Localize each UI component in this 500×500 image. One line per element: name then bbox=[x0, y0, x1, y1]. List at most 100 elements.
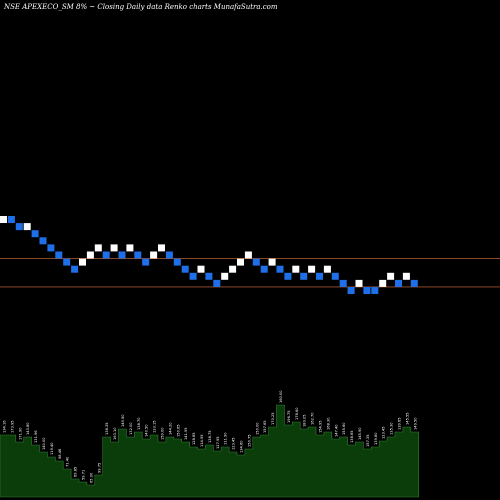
volume-label: 154.95 bbox=[318, 420, 322, 433]
renko-brick-down bbox=[102, 251, 110, 259]
renko-brick-down bbox=[363, 287, 371, 294]
volume-label: 114.95 bbox=[200, 434, 204, 447]
volume-label: 123.45 bbox=[232, 437, 236, 450]
volume-label: 135.30 bbox=[390, 422, 394, 435]
volume-label: 159.00 bbox=[160, 427, 164, 440]
volume-label: 141.95 bbox=[184, 427, 188, 440]
volume-label: 139.80 bbox=[374, 432, 378, 445]
volume-label: 173.95 bbox=[10, 420, 14, 433]
volume-label: 134.16 bbox=[2, 420, 6, 433]
renko-brick-up bbox=[379, 279, 387, 287]
volume-label: 147.40 bbox=[334, 424, 338, 437]
renko-brick-up bbox=[94, 244, 102, 252]
volume-label: 140.50 bbox=[145, 424, 149, 437]
renko-brick-up bbox=[355, 279, 363, 287]
renko-brick-down bbox=[213, 279, 221, 287]
volume-label: 150.65 bbox=[176, 424, 180, 437]
renko-brick-down bbox=[173, 258, 181, 266]
renko-brick-down bbox=[316, 272, 323, 280]
renko-brick-down bbox=[63, 258, 71, 266]
renko-brick-down bbox=[118, 251, 126, 259]
renko-brick-down bbox=[331, 272, 339, 280]
renko-brick-down bbox=[15, 223, 23, 231]
volume-label: 178.60 bbox=[295, 407, 299, 420]
volume-label: 71.40 bbox=[66, 456, 70, 467]
volume-label: 134.60 bbox=[239, 440, 243, 453]
volume-label: 69.85 bbox=[74, 467, 78, 477]
volume-label: 138.70 bbox=[137, 417, 141, 430]
renko-brick-up bbox=[244, 251, 252, 259]
volume-label: 171.90 bbox=[18, 427, 22, 440]
renko-brick-up bbox=[126, 244, 134, 252]
volume-label: 170.25 bbox=[271, 412, 275, 425]
renko-brick-up bbox=[150, 251, 158, 259]
renko-brick-down bbox=[7, 216, 15, 223]
volume-label: 119.40 bbox=[50, 442, 54, 455]
renko-brick-up bbox=[323, 265, 331, 273]
volume-label: 160.00 bbox=[279, 390, 283, 403]
volume-area bbox=[0, 404, 419, 498]
chart-title: NSE APEXECO_SM 8% ~ Closing Daily data R… bbox=[4, 3, 278, 11]
renko-brick-up bbox=[292, 265, 300, 273]
renko-brick-down bbox=[347, 287, 355, 294]
volume-label: 162.70 bbox=[311, 412, 315, 425]
renko-brick-up bbox=[221, 272, 229, 280]
volume-label: 140.00 bbox=[42, 437, 46, 450]
renko-brick-up bbox=[387, 272, 395, 280]
volume-label: 123.45 bbox=[382, 426, 386, 439]
volume-label: 127.95 bbox=[216, 436, 220, 449]
renko-brick-down bbox=[47, 244, 55, 252]
volume-label: 149.50 bbox=[121, 414, 125, 427]
renko-brick-down bbox=[284, 272, 292, 280]
renko-brick-down bbox=[181, 265, 189, 273]
volume-label: 132.00 bbox=[129, 422, 133, 435]
renko-brick-up bbox=[79, 258, 86, 266]
renko-brick-down bbox=[71, 265, 79, 273]
renko-brick-up bbox=[402, 272, 410, 280]
renko-brick-up bbox=[308, 265, 316, 273]
renko-brick-down bbox=[339, 279, 347, 287]
volume-label: 168.30 bbox=[326, 417, 330, 430]
volume-label: 145.90 bbox=[358, 427, 362, 440]
renko-brick-down bbox=[276, 265, 284, 273]
volume-label: 163.10 bbox=[113, 427, 117, 440]
volume-label: 138.35 bbox=[105, 422, 109, 435]
renko-brick-down bbox=[39, 237, 47, 245]
volume-label: 157.35 bbox=[366, 434, 370, 447]
volume-label: 145.55 bbox=[405, 412, 409, 425]
volume-label: 144.20 bbox=[168, 422, 172, 435]
volume-label: 59.71 bbox=[81, 470, 85, 480]
volume-label: 155.60 bbox=[342, 422, 346, 435]
renko-brick-up bbox=[237, 258, 244, 266]
renko-brick-up bbox=[197, 265, 205, 273]
renko-brick-down bbox=[260, 265, 268, 273]
volume-label: 150.00 bbox=[255, 422, 259, 435]
volume-label: 183.05 bbox=[303, 414, 307, 427]
renko-brick-down bbox=[395, 279, 402, 287]
volume-label: 149.50 bbox=[413, 417, 417, 430]
renko-brick-down bbox=[300, 272, 308, 280]
volume-label: 157.65 bbox=[263, 420, 267, 433]
renko-brick-up bbox=[158, 244, 165, 252]
volume-label: 138.75 bbox=[208, 430, 212, 443]
renko-brick-down bbox=[31, 230, 39, 238]
volume-label: 138.65 bbox=[350, 430, 354, 443]
renko-brick-down bbox=[410, 279, 418, 287]
volume-label: 98.46 bbox=[58, 448, 62, 459]
volume-label: 133.15 bbox=[153, 420, 157, 433]
volume-label: 99.75 bbox=[97, 463, 101, 473]
renko-brick-up bbox=[268, 258, 276, 266]
renko-brick-down bbox=[134, 251, 142, 259]
renko-brick-up bbox=[229, 265, 237, 273]
volume-label: 111.90 bbox=[224, 432, 228, 445]
renko-brick-up bbox=[0, 216, 7, 223]
renko-brick-down bbox=[252, 258, 260, 266]
renko-brick-down bbox=[55, 251, 63, 259]
renko-brick-up bbox=[86, 251, 94, 259]
volume-label: 150.75 bbox=[247, 434, 251, 447]
renko-brick-up bbox=[110, 244, 118, 252]
renko-brick-down bbox=[205, 272, 213, 280]
volume-label: 139.65 bbox=[397, 417, 401, 430]
